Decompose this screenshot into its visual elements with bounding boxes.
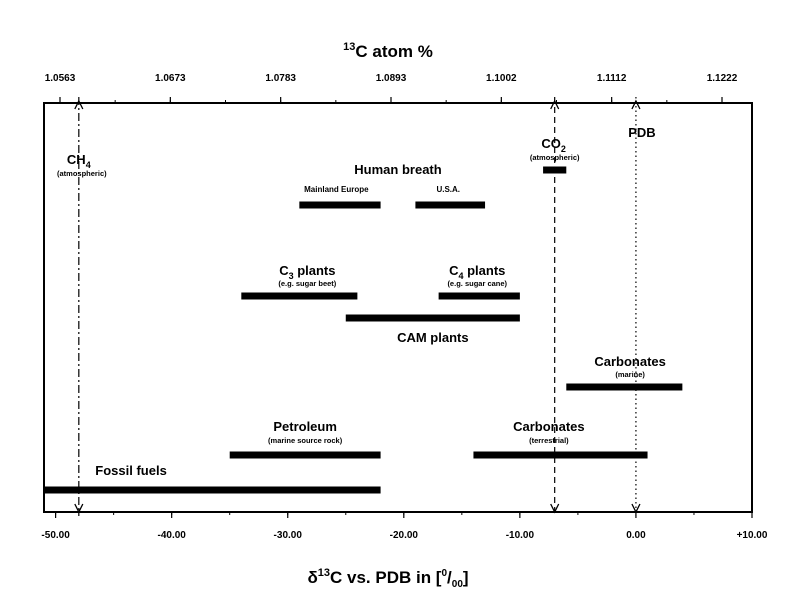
bottom-axis-tick-label: +10.00 [737,530,768,541]
top-axis-tick-label: 1.0673 [155,73,186,84]
bottom-axis-tick-label: -40.00 [157,530,186,541]
range-bar [229,451,381,459]
mainland-europe-label: Mainland Europe [304,185,369,194]
usa-label: U.S.A. [436,185,460,194]
top-axis-tick-label: 1.0893 [376,73,407,84]
range-bar [438,292,520,300]
top-axis-title: 13C atom % [343,41,433,61]
ch4-label: CH4 [67,152,91,170]
range-bar [473,451,648,459]
range-bar [241,292,358,300]
co2-sublabel: (atmospheric) [530,153,580,162]
bottom-axis-tick-label: 0.00 [626,530,646,541]
cam-plants-label: CAM plants [397,330,469,345]
carbonates-terrestrial-sublabel: (terrestrial) [529,436,569,445]
range-bar [299,201,381,209]
reference-arrow-top [631,99,641,110]
pdb-label: PDB [628,125,655,140]
reference-arrow-top [74,99,84,110]
top-axis-tick-label: 1.1112 [597,73,627,84]
carbonates-marine-sublabel: (marine) [615,370,645,379]
plot-frame [43,102,753,513]
c3-plants-sublabel: (e.g. sugar beet) [278,279,336,288]
fossil-fuels-label: Fossil fuels [95,463,167,478]
bottom-axis-tick-label: -30.00 [274,530,303,541]
top-axis-tick-label: 1.0563 [45,73,76,84]
bottom-axis-tick-label: -50.00 [41,530,70,541]
human-breath-label: Human breath [354,162,441,177]
top-axis-tick-label: 1.1002 [486,73,517,84]
petroleum-sublabel: (marine source rock) [268,436,343,445]
ch4-sublabel: (atmospheric) [57,169,107,178]
range-bar [345,314,520,322]
carbonates-terrestrial-label: Carbonates [513,419,585,434]
reference-arrow-bottom [550,503,560,514]
range-bar [415,201,486,209]
c3-plants-label: C3 plants [279,263,335,281]
top-axis-tick-label: 1.0783 [265,73,296,84]
bottom-axis-tick-label: -20.00 [390,530,419,541]
c4-plants-sublabel: (e.g. sugar cane) [447,279,507,288]
reference-arrow-top [550,99,560,110]
range-bar [566,383,683,391]
c4-plants-label: C4 plants [449,263,505,281]
co2-label: CO2 [541,136,566,154]
bottom-axis-title: δ13C vs. PDB in [0/00] [307,567,468,590]
range-bar [543,166,567,174]
reference-arrow-bottom [631,503,641,514]
bottom-axis-tick-label: -10.00 [506,530,535,541]
top-axis-tick-label: 1.1222 [707,73,738,84]
reference-arrow-bottom [74,503,84,514]
range-bar [44,486,381,494]
petroleum-label: Petroleum [273,419,337,434]
carbonates-marine-label: Carbonates [594,354,666,369]
